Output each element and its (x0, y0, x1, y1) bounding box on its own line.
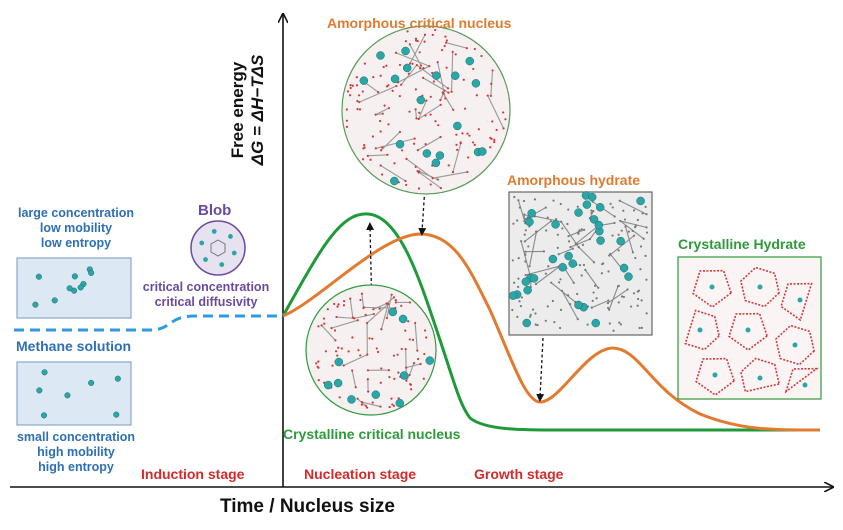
stage-induction-label: Induction stage (141, 466, 245, 482)
crystalline-hydrate-structure-icon (677, 256, 822, 400)
y-axis-label-line2: ΔG = ΔH−TΔS (248, 54, 267, 166)
arrow-amorphous-hydrate (536, 337, 545, 402)
amorphous-nucleus-label: Amorphous critical nucleus (327, 15, 512, 31)
solution-box-dilute (16, 361, 132, 426)
solution-bottom-text: small concentration high mobility high e… (6, 430, 146, 475)
solution-bottom-line-1: small concentration (16, 430, 136, 444)
solution-top-line-1: large concentration (18, 206, 134, 220)
arrow-crystalline-nucleus (366, 222, 375, 315)
solution-top-line-3: low entropy (40, 236, 112, 250)
y-axis-label: Free energy ΔG = ΔH−TΔS (228, 30, 268, 190)
amorphous-nucleus-structure-icon (341, 25, 511, 195)
blob-line-1: critical concentration (142, 280, 270, 294)
x-axis-label: Time / Nucleus size (220, 496, 395, 517)
amorphous-hydrate-label: Amorphous hydrate (507, 172, 641, 188)
solution-bottom-line-2: high mobility (37, 445, 115, 459)
stage-growth-label: Growth stage (474, 466, 564, 482)
crystalline-nucleus-label: Crystalline critical nucleus (283, 426, 461, 442)
blob-icon (190, 220, 246, 276)
crystalline-nucleus-structure-icon (305, 284, 437, 416)
methane-solution-curve (14, 314, 283, 332)
crystalline-pathway-curve (281, 212, 820, 432)
stage-nucleation-label: Nucleation stage (304, 466, 417, 482)
amorphous-hydrate-structure-icon (508, 191, 653, 336)
y-axis-label-line1: Free energy (228, 61, 247, 159)
crystalline-hydrate-label: Crystalline Hydrate (678, 236, 806, 252)
methane-solution-label: Methane solution (16, 338, 132, 354)
methane-molecules-sparse (36, 369, 121, 419)
blob-description: critical concentration critical diffusiv… (136, 280, 276, 310)
blob-line-2: critical diffusivity (154, 295, 258, 309)
amorphous-pathway-curve (282, 232, 821, 432)
methane-molecules-dense (32, 266, 95, 308)
blob-title: Blob (198, 202, 232, 219)
solution-top-line-2: low mobility (39, 221, 113, 235)
solution-bottom-line-3: high entropy (38, 460, 114, 474)
solution-top-text: large concentration low mobility low ent… (6, 206, 146, 251)
